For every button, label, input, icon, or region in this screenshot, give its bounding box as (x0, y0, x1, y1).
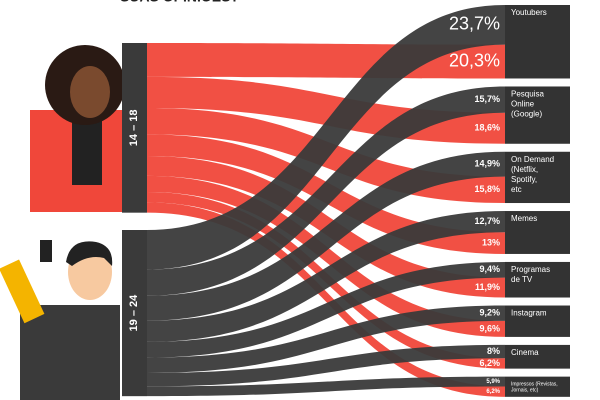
category-label: Memes (511, 214, 537, 223)
chart-title: SUAS OPINIÕES? (120, 0, 239, 5)
value-label: 18,6% (474, 123, 500, 133)
group-bar (122, 43, 147, 213)
value-label: 5,9% (486, 379, 500, 385)
labels: 14 – 18 19 – 24 Youtubers 23,7% 20,3% Pesquis… (122, 5, 570, 397)
flow (147, 376, 505, 397)
category-box (505, 211, 570, 254)
flow (147, 86, 505, 296)
illustration-boy (0, 240, 120, 400)
value-label: 12,7% (474, 216, 500, 226)
category-label: Youtubers (511, 8, 547, 17)
category-box (505, 86, 570, 144)
girl-top (72, 115, 102, 185)
group-label: 14 – 18 (128, 109, 140, 146)
value-label: 15,8% (474, 184, 500, 194)
category-label: Pesquisa Online (Google) (511, 90, 544, 119)
value-label: 9,4% (479, 264, 500, 274)
value-label: 9,2% (479, 308, 500, 318)
group-label: 19 – 24 (128, 294, 140, 332)
flow (147, 202, 505, 397)
value-label: 9,6% (479, 323, 500, 333)
flow (147, 211, 505, 342)
illustration-girl (30, 45, 125, 212)
value-label: 6,2% (479, 358, 500, 368)
value-label: 13% (482, 237, 500, 247)
value-label: 15,7% (474, 94, 500, 104)
category-box (505, 305, 570, 337)
flow (147, 305, 505, 373)
value-label: 6,2% (486, 389, 500, 395)
boy-arm (0, 259, 45, 324)
value-label: 20,3% (449, 50, 500, 70)
value-label: 8% (487, 346, 500, 356)
flow (147, 175, 505, 337)
category-box (505, 5, 570, 79)
category-label: Programas de TV (511, 265, 550, 284)
category-label: Cinema (511, 348, 539, 357)
group-bar (122, 230, 147, 397)
value-label: 23,7% (449, 14, 500, 34)
category-label: On Demand (Netflix, Spotify, etc (511, 155, 554, 194)
girl-face (70, 66, 110, 118)
category-box (505, 151, 570, 204)
category-label: Impressos (Revistas, Jornais, etc) (511, 382, 558, 394)
value-label: 14,9% (474, 159, 500, 169)
category-box (505, 261, 570, 298)
flows (147, 5, 505, 397)
category-box (505, 376, 570, 397)
value-label: 11,9% (475, 282, 500, 292)
flow (147, 151, 505, 321)
boy-phone (40, 240, 52, 262)
flow (147, 5, 505, 270)
flow (147, 344, 505, 387)
category-label: Instagram (511, 309, 547, 318)
boy-hair (66, 241, 113, 266)
flow (147, 261, 505, 358)
category-box (505, 344, 570, 369)
boy-shirt (20, 305, 120, 400)
